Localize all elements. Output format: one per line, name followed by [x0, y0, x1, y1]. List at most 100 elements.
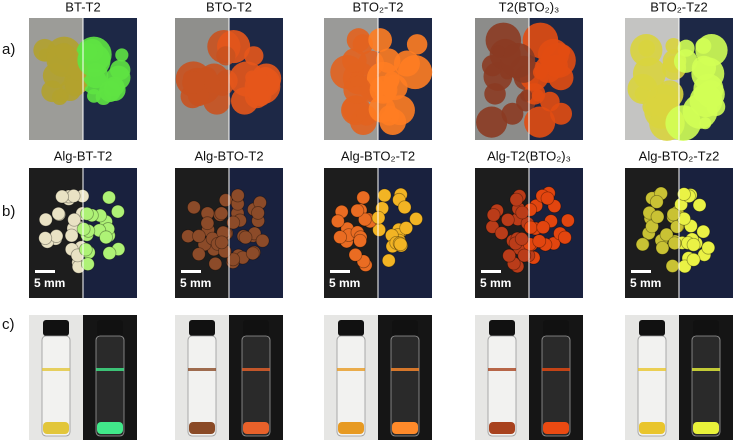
scale-bar-label: 5 mm: [329, 276, 360, 290]
bead: [333, 230, 348, 245]
sediment: [338, 422, 364, 434]
meniscus: [638, 368, 666, 371]
powder: [115, 48, 129, 62]
bead: [357, 212, 372, 227]
bead: [667, 236, 682, 251]
meniscus: [488, 368, 516, 371]
bead: [78, 242, 93, 257]
scale-bar-label: 5 mm: [180, 276, 211, 290]
bead: [523, 220, 538, 235]
bead: [532, 234, 547, 249]
bead: [666, 207, 681, 222]
powder: [665, 105, 702, 141]
bead: [686, 237, 701, 252]
bead: [214, 235, 229, 250]
bead: [64, 228, 79, 243]
bead: [509, 192, 524, 207]
powder: [369, 75, 398, 104]
bead: [677, 187, 691, 201]
bead: [696, 224, 711, 239]
sample-title: BTO-T2: [206, 0, 252, 14]
meniscus: [96, 368, 124, 371]
vial-cap: [97, 320, 123, 336]
powder: [642, 97, 662, 117]
bead: [650, 209, 665, 224]
bead: [701, 240, 716, 255]
bead: [486, 208, 501, 222]
bead: [356, 190, 371, 205]
bead: [500, 212, 515, 227]
powder: [531, 89, 545, 102]
sample-title: BT-T2: [65, 0, 100, 14]
meniscus: [242, 368, 270, 371]
bead: [397, 200, 412, 215]
powder: [501, 102, 524, 125]
bead: [55, 189, 69, 204]
bead: [102, 190, 116, 205]
scale-bar-line: [35, 270, 55, 273]
bead: [558, 230, 572, 245]
bead: [51, 206, 66, 221]
sample-title: Alg-T2(BTO₂)₃: [487, 148, 571, 163]
bead: [536, 220, 551, 235]
scale-bar-label: 5 mm: [630, 276, 661, 290]
bead: [665, 259, 680, 273]
powder: [247, 71, 270, 95]
powder: [346, 28, 371, 52]
powder: [216, 46, 236, 66]
scale-bar-label: 5 mm: [34, 276, 65, 290]
sediment: [97, 422, 123, 434]
sample-title: BTO₂-T2: [352, 0, 403, 14]
bead: [238, 230, 253, 245]
powder: [695, 34, 728, 67]
scale-bar-line: [481, 270, 501, 273]
powder: [398, 55, 433, 90]
bead: [208, 256, 223, 271]
powder: [375, 48, 401, 73]
powder: [673, 49, 698, 73]
powder: [342, 48, 367, 73]
vial-cap: [243, 320, 269, 336]
powder: [524, 106, 556, 138]
bead: [76, 222, 91, 236]
sample-title: Alg-BT-T2: [54, 148, 113, 163]
powder: [343, 75, 372, 104]
bead: [191, 247, 206, 262]
sediment: [639, 422, 665, 434]
powder: [476, 106, 508, 138]
powder: [55, 42, 73, 61]
sediment: [43, 422, 69, 434]
bead: [330, 214, 345, 229]
vial-cap: [639, 320, 665, 336]
bead: [659, 227, 674, 242]
bead: [692, 198, 707, 212]
scale-bar-label: 5 mm: [480, 276, 511, 290]
sediment: [243, 422, 269, 434]
bead: [515, 205, 530, 220]
scale-bar-line: [330, 270, 350, 273]
vial-cap: [189, 320, 215, 336]
powder: [492, 45, 505, 58]
meniscus: [42, 368, 70, 371]
vial: [241, 335, 271, 437]
powder: [368, 28, 392, 52]
bead: [251, 206, 265, 220]
powder: [406, 34, 428, 55]
vial: [691, 335, 721, 437]
meniscus: [692, 368, 720, 371]
meniscus: [542, 368, 570, 371]
bead: [111, 204, 125, 219]
powder: [541, 43, 576, 78]
powder: [706, 97, 726, 117]
sample-title: Alg-BTO₂-Tz2: [639, 148, 720, 163]
sediment: [489, 422, 515, 434]
vial-cap: [43, 320, 69, 336]
bead: [381, 253, 396, 268]
bead: [67, 212, 82, 227]
bead: [80, 257, 95, 271]
meniscus: [188, 368, 216, 371]
bead: [686, 252, 701, 267]
bead: [99, 230, 113, 245]
